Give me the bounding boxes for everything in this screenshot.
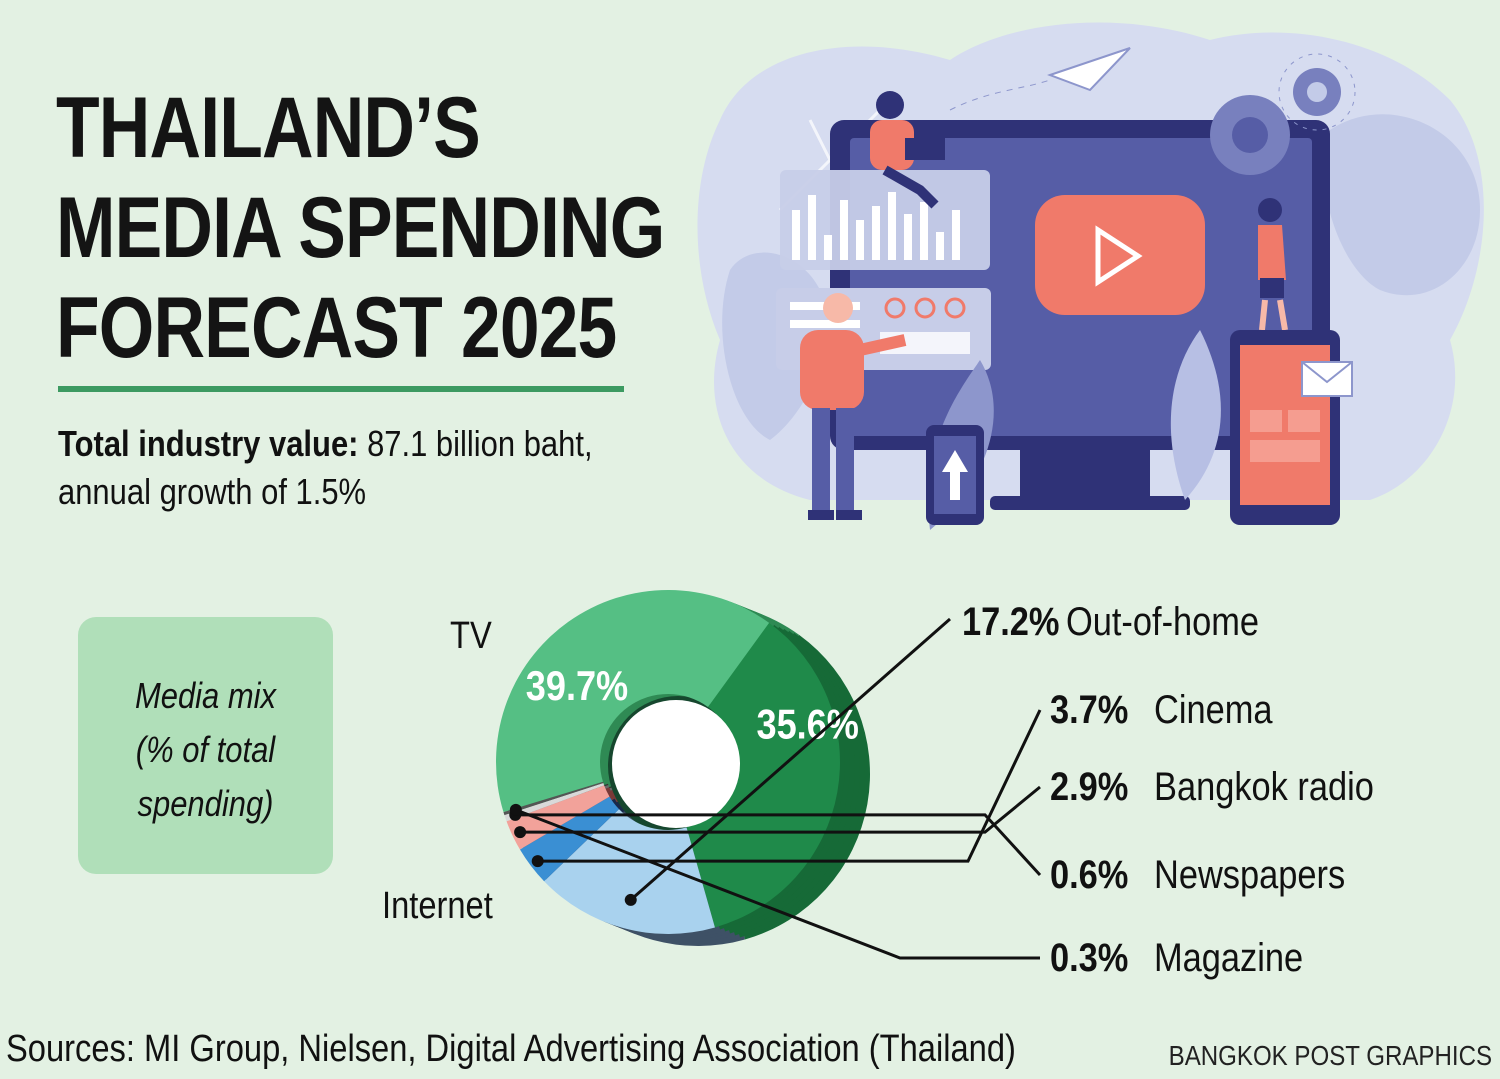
paper-plane-icon	[1047, 47, 1131, 92]
industry-value-label: Total industry value:	[58, 423, 359, 464]
data-label-tv: 35.6%	[756, 702, 858, 748]
data-label-cinema-group: 3.7%	[1050, 687, 1128, 732]
title-line-3: FORECAST 2025	[56, 280, 617, 376]
data-label-magazine: 0.3%	[1050, 935, 1128, 980]
up-arrow-icon	[942, 450, 968, 500]
data-label-internet-group: 39.7%	[526, 663, 628, 709]
mail-icon	[1301, 361, 1353, 397]
callout-line-newspapers	[515, 813, 1042, 877]
industry-value: 87.1 billion baht,	[358, 423, 593, 464]
donut-slice-internet	[495, 589, 770, 813]
callout-line-bangkok-radio	[520, 785, 1041, 834]
gear-icon	[1210, 53, 1356, 175]
category-label-internet-group: Internet	[382, 884, 493, 927]
category-label-magazine-group: Magazine	[1154, 935, 1303, 980]
data-label-magazine-group: 0.3%	[1050, 935, 1128, 980]
callout-dot-out-of-home	[624, 893, 637, 906]
media-mix-line-2: (% of total	[135, 729, 276, 770]
data-label-newspapers: 0.6%	[1050, 852, 1128, 897]
data-label-internet: 39.7%	[526, 663, 628, 709]
category-label-tv: TV	[450, 614, 492, 657]
category-label-bangkok-radio: Bangkok radio	[1154, 764, 1374, 809]
callout-line-out-of-home	[629, 617, 951, 902]
data-label-cinema: 3.7%	[1050, 687, 1128, 732]
annual-growth: annual growth of 1.5%	[58, 471, 367, 512]
category-label-newspapers-group: Newspapers	[1154, 852, 1345, 897]
donut-slice-magazine	[503, 781, 604, 816]
category-label-cinema: Cinema	[1154, 687, 1273, 732]
donut-slice-newspapers	[504, 783, 605, 822]
data-label-bangkok-radio-group: 2.9%	[1050, 764, 1128, 809]
title-line-2: MEDIA SPENDING	[56, 180, 665, 276]
category-label-out-of-home: Out-of-home	[1066, 599, 1259, 644]
media-mix-box: Media mix (% of total spending)	[78, 617, 333, 874]
data-label-tv-group: 35.6%	[756, 702, 858, 748]
callout-dot-magazine	[509, 803, 522, 816]
play-icon	[1035, 195, 1205, 315]
donut-hole	[612, 700, 740, 828]
callout-dot-bangkok-radio	[514, 826, 527, 839]
donut-slice-tv	[686, 622, 841, 928]
media-mix-line-3: spending)	[137, 783, 274, 824]
page-title: THAILAND’S MEDIA SPENDING FORECAST 2025	[56, 78, 665, 378]
category-label-cinema-group: Cinema	[1154, 687, 1273, 732]
category-label-magazine: Magazine	[1154, 935, 1303, 980]
callout-dot-cinema	[531, 855, 544, 868]
category-label-out-of-home-group: Out-of-home	[1066, 599, 1259, 644]
sources-note: Sources: MI Group, Nielsen, Digital Adve…	[6, 1028, 1016, 1070]
callout-line-magazine	[515, 808, 1040, 960]
category-label-bangkok-radio-group: Bangkok radio	[1154, 764, 1374, 809]
donut-slice-out-of-home	[544, 809, 715, 934]
industry-value-text: Total industry value: 87.1 billion baht,…	[58, 420, 660, 516]
data-label-out-of-home: 17.2%	[962, 599, 1060, 644]
category-label-tv-group: TV	[450, 614, 492, 657]
media-illustration	[697, 22, 1484, 530]
title-divider	[58, 386, 624, 392]
media-mix-line-1: Media mix	[134, 675, 277, 716]
data-label-newspapers-group: 0.6%	[1050, 852, 1128, 897]
data-label-out-of-home-group: 17.2%	[962, 599, 1060, 644]
graphics-credit: BANGKOK POST GRAPHICS	[1168, 1040, 1492, 1071]
callout-line-cinema	[537, 709, 1042, 863]
category-label-newspapers: Newspapers	[1154, 852, 1345, 897]
data-label-bangkok-radio: 2.9%	[1050, 764, 1128, 809]
category-label-internet: Internet	[382, 884, 493, 927]
title-line-1: THAILAND’S	[56, 80, 481, 176]
